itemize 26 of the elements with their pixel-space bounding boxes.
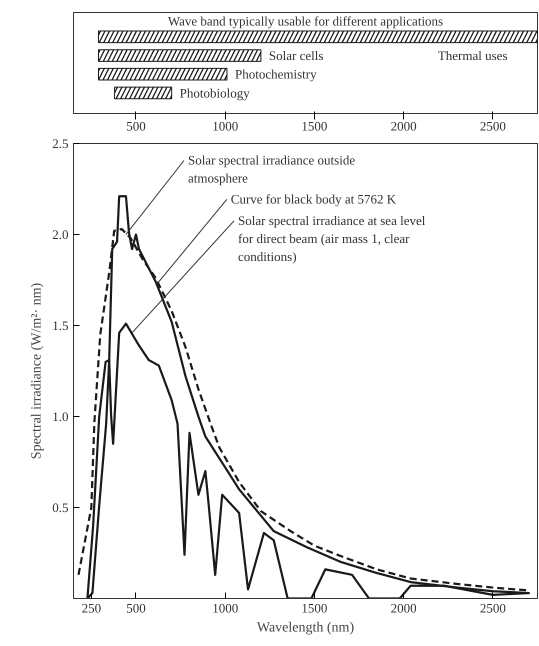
y-tick-label: Photochemistry (234, 66, 318, 82)
x-tick-label: 1000 (212, 600, 238, 616)
x-tick-label: 250 (82, 600, 102, 616)
annotation: Curve for black body at 5762 K (230, 191, 397, 206)
x-tick-label: 1500 (301, 118, 328, 134)
y-tick-label: 1.0 (52, 409, 68, 424)
x-axis-title: Wavelength (nm) (256, 620, 354, 636)
y-tick-label: 2.0 (52, 227, 68, 242)
x-tick-label: 500 (126, 600, 146, 616)
y-tick-label: Photobiology (180, 85, 250, 100)
x-tick-label: 2500 (480, 600, 506, 616)
x-tick-label: 2500 (480, 118, 506, 134)
annotation: Solar spectral irradiance outside atmosphere (188, 152, 356, 186)
y-tick-label: Solar cells (268, 48, 324, 64)
x-tick-label: 2000 (390, 118, 417, 134)
annotation: Solar spectral irradiance at sea level for direct beam (air mass 1, clear conditions) (238, 212, 426, 264)
y-tick-label: 2.5 (52, 136, 68, 151)
x-tick-label: 500 (126, 118, 146, 134)
y-axis-title: Spectral irradiance (W/m²· nm) (29, 282, 44, 460)
x-tick-label: 2000 (390, 600, 417, 616)
annotation: Thermal uses (438, 48, 508, 64)
x-tick-label: 1500 (301, 600, 328, 616)
x-tick-label: 1000 (212, 118, 238, 134)
y-tick-label: 0.5 (52, 500, 68, 515)
y-tick-label: 1.5 (52, 318, 68, 333)
chart-title: Wave band typically usable for different applications (168, 13, 444, 28)
